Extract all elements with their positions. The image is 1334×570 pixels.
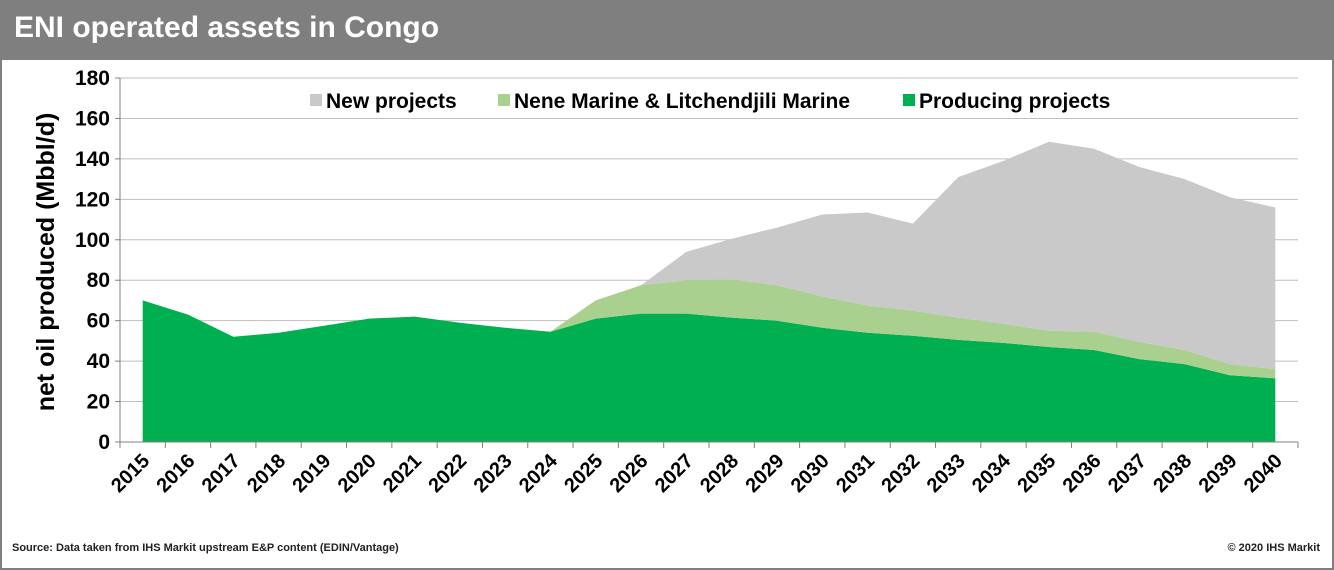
x-tick-label: 2025 bbox=[560, 450, 607, 497]
chart-title: ENI operated assets in Congo bbox=[14, 11, 440, 44]
x-tick-label: 2022 bbox=[424, 450, 471, 497]
area-producing-projects bbox=[142, 300, 1276, 442]
legend-label-producing-projects: Producing projects bbox=[919, 90, 1110, 113]
x-tick-label: 2036 bbox=[1059, 450, 1106, 497]
x-tick-label: 2032 bbox=[877, 450, 924, 497]
x-tick-label: 2026 bbox=[606, 450, 653, 497]
source-note: Source: Data taken from IHS Markit upstr… bbox=[12, 542, 399, 554]
legend-label-nene-marine-litchendjili-marine: Nene Marine & Litchendjili Marine bbox=[514, 90, 850, 113]
x-tick-label: 2040 bbox=[1240, 450, 1287, 497]
legend-swatch-nene-marine-litchendjili-marine bbox=[498, 94, 510, 106]
x-tick-label: 2039 bbox=[1195, 450, 1242, 497]
x-tick-label: 2024 bbox=[515, 449, 563, 497]
x-tick-label: 2027 bbox=[651, 450, 698, 497]
y-tick-label: 180 bbox=[75, 67, 110, 90]
y-tick-label: 160 bbox=[75, 107, 110, 130]
x-tick-label: 2028 bbox=[696, 450, 743, 497]
x-tick-label: 2033 bbox=[923, 450, 970, 497]
x-tick-labels: 2015201620172018201920202021202220232024… bbox=[107, 449, 1287, 497]
legend-label-new-projects: New projects bbox=[326, 90, 457, 113]
x-tick-label: 2018 bbox=[243, 450, 290, 497]
legend: New projects Nene Marine & Litchendjili M… bbox=[310, 90, 1110, 113]
x-tick-label: 2029 bbox=[741, 450, 788, 497]
area-new-projects bbox=[142, 141, 1276, 370]
legend-swatch-new-projects bbox=[310, 94, 322, 106]
y-tick-label: 100 bbox=[75, 229, 110, 252]
y-tick-label: 80 bbox=[87, 269, 110, 292]
legend-swatch-producing-projects bbox=[903, 94, 915, 106]
y-tick-label: 140 bbox=[75, 148, 110, 171]
x-tick-label: 2035 bbox=[1013, 450, 1060, 497]
y-tick-label: 20 bbox=[87, 391, 110, 414]
x-tick-label: 2021 bbox=[379, 450, 426, 497]
area-nene-marine-litchendjili-marine bbox=[142, 279, 1276, 379]
x-tick-label: 2038 bbox=[1149, 450, 1196, 497]
y-tick-label: 40 bbox=[87, 350, 110, 373]
y-tick-labels: 0 20 40 60 80 100 120 140 160 180 bbox=[75, 67, 110, 454]
axes bbox=[115, 77, 1299, 448]
y-tick-label: 60 bbox=[87, 310, 110, 333]
x-tick-label: 2019 bbox=[288, 450, 335, 497]
y-axis-label: net oil produced (Mbbl/d) bbox=[32, 113, 60, 412]
x-tick-label: 2031 bbox=[832, 450, 879, 497]
area-series bbox=[142, 141, 1276, 442]
title-bar: ENI operated assets in Congo bbox=[2, 2, 1332, 60]
copyright-note: © 2020 IHS Markit bbox=[1227, 542, 1320, 554]
x-tick-label: 2037 bbox=[1104, 450, 1151, 497]
x-tick-label: 2020 bbox=[334, 450, 381, 497]
x-tick-label: 2023 bbox=[470, 450, 517, 497]
x-tick-label: 2030 bbox=[787, 450, 834, 497]
x-tick-label: 2017 bbox=[198, 450, 245, 497]
x-tick-label: 2016 bbox=[152, 450, 199, 497]
y-tick-label: 0 bbox=[98, 431, 110, 454]
x-tick-label: 2034 bbox=[968, 449, 1016, 497]
x-tick-label: 2015 bbox=[107, 450, 154, 497]
y-tick-label: 120 bbox=[75, 188, 110, 211]
